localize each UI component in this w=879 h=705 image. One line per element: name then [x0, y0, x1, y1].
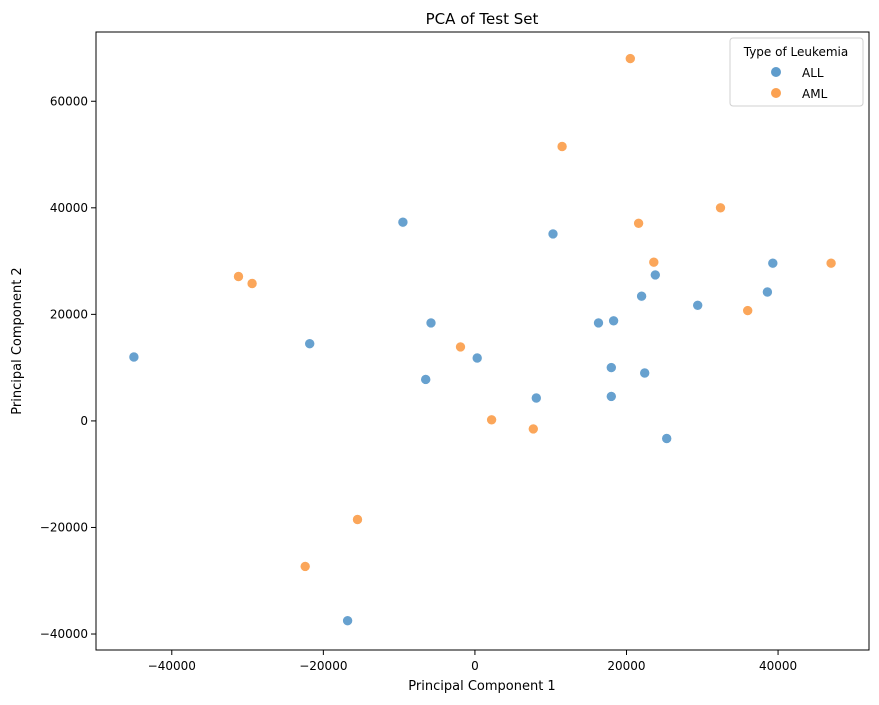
- y-tick-label-60000: 60000: [50, 94, 88, 108]
- point-aml-8: [624, 53, 636, 64]
- x-tick-label--40000: −40000: [148, 659, 196, 673]
- point-all-12: [608, 315, 619, 327]
- point-aml-6: [527, 423, 539, 435]
- plot-marks: [128, 53, 837, 627]
- point-all-7: [530, 392, 542, 404]
- x-axis-label: Principal Component 1: [408, 679, 555, 694]
- x-tick-label--20000: −20000: [299, 659, 347, 673]
- point-aml-7: [556, 141, 568, 152]
- point-aml-5: [486, 414, 497, 426]
- point-all-2: [342, 615, 353, 627]
- legend: Type of Leukemia ALL AML: [729, 37, 864, 107]
- plot-frame: [95, 31, 870, 651]
- point-aml-11: [715, 202, 726, 214]
- x-tick-label-20000: 20000: [607, 659, 645, 673]
- point-all-0: [128, 351, 140, 363]
- point-all-18: [762, 286, 773, 298]
- legend-label-all: ALL: [802, 66, 824, 80]
- point-all-6: [471, 352, 483, 364]
- x-tick-label-40000: 40000: [759, 659, 797, 673]
- point-aml-1: [246, 278, 258, 289]
- y-tick-label-0: 0: [80, 414, 88, 428]
- point-aml-13: [825, 257, 837, 269]
- point-aml-0: [233, 271, 244, 282]
- point-all-13: [636, 290, 647, 302]
- y-tick-label--40000: −40000: [40, 627, 88, 641]
- y-tick-label-40000: 40000: [50, 201, 88, 215]
- point-aml-9: [633, 218, 644, 229]
- point-all-10: [605, 362, 617, 373]
- y-tick-label-20000: 20000: [50, 307, 88, 321]
- point-all-14: [639, 367, 651, 379]
- point-aml-3: [352, 514, 363, 525]
- legend-title: Type of Leukemia: [743, 45, 849, 59]
- y-tick-label--20000: −20000: [40, 520, 88, 534]
- point-all-4: [420, 374, 432, 385]
- legend-marker-aml: [771, 88, 781, 98]
- point-all-16: [661, 433, 673, 444]
- y-axis-label: Principal Component 2: [10, 267, 25, 414]
- y-axis-ticks: −40000 −20000 0 20000 40000 60000: [40, 94, 96, 641]
- point-all-17: [692, 299, 704, 311]
- point-aml-10: [648, 256, 660, 268]
- point-all-11: [605, 391, 617, 402]
- point-all-8: [547, 228, 559, 240]
- legend-marker-all: [771, 67, 781, 77]
- point-aml-12: [742, 305, 754, 316]
- legend-label-aml: AML: [802, 87, 828, 101]
- chart-title: PCA of Test Set: [426, 10, 539, 28]
- point-all-15: [649, 269, 661, 281]
- point-all-3: [397, 216, 409, 228]
- point-aml-2: [299, 561, 311, 572]
- point-all-19: [767, 257, 779, 269]
- point-all-9: [593, 317, 604, 329]
- legend-box: [729, 37, 864, 107]
- x-axis-ticks: −40000 −20000 0 20000 40000: [148, 650, 797, 673]
- point-all-5: [425, 317, 437, 329]
- point-aml-4: [455, 341, 466, 353]
- point-all-1: [304, 338, 316, 350]
- x-tick-label-0: 0: [471, 659, 479, 673]
